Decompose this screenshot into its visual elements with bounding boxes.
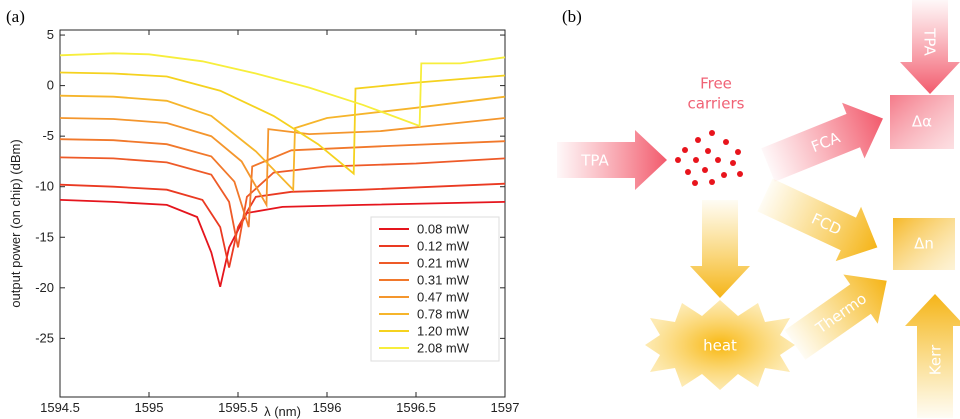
x-tick-label: 1594.5 (40, 400, 80, 415)
legend-label: 0.12 mW (417, 239, 470, 254)
legend-label: 1.20 mW (417, 324, 470, 339)
arrow: FCD (757, 178, 878, 262)
x-tick-label: 1596.5 (396, 400, 436, 415)
box-label: Δn (914, 235, 934, 253)
y-tick-label: -15 (35, 229, 54, 244)
legend-label: 0.47 mW (417, 290, 470, 305)
chart: 1594.5 1595 1595.5 1596 1596.5 1597 5 0 -5 -10 -15… (8, 27, 519, 419)
y-tick-label: 0 (47, 78, 54, 93)
x-axis-label: λ (nm) (264, 404, 301, 419)
arrow: TPA (557, 130, 667, 190)
x-tick-label: 1597 (491, 400, 520, 415)
series-line (59, 52, 506, 128)
series-line (59, 156, 506, 248)
arrow-shape (761, 102, 883, 182)
diagram: TPA TPA FCA Δα FCD Δn heat Thermo (557, 0, 960, 418)
x-tick-label: 1596 (313, 400, 342, 415)
panel-label: (a) (6, 7, 25, 26)
arrow (690, 200, 750, 298)
arrow-label: TPA (580, 152, 609, 170)
arrow: Kerr (905, 294, 960, 418)
y-tick-label: -10 (35, 179, 54, 194)
y-tick-label: 5 (47, 27, 54, 42)
arrow: FCA (761, 102, 883, 182)
panel-label: (b) (562, 7, 582, 26)
arrow: TPA (900, 0, 960, 94)
box-label: Δα (912, 113, 932, 131)
y-tick-label: -5 (42, 128, 54, 143)
arrow-shape (900, 0, 960, 94)
series-line (59, 182, 506, 268)
series-line (59, 94, 506, 192)
delta-n-box (893, 218, 955, 270)
legend-label: 0.31 mW (417, 273, 470, 288)
arrow-label: TPA (921, 27, 939, 56)
free-carriers-label: Free (700, 75, 732, 93)
y-tick-label: -25 (35, 330, 54, 345)
x-tick-label: 1595.5 (218, 400, 258, 415)
arrow-shape (784, 274, 887, 360)
series-line (59, 199, 506, 288)
arrow-label: Kerr (927, 344, 945, 375)
free-carriers-label: carriers (688, 95, 745, 113)
arrow-shape (690, 200, 750, 298)
y-axis-label: output power (on chip) (dBm) (8, 139, 23, 307)
delta-alpha-box (890, 95, 954, 149)
x-tick-label: 1595 (135, 400, 164, 415)
legend-label: 0.78 mW (417, 307, 470, 322)
carrier-dots (675, 130, 743, 186)
legend-label: 0.21 mW (417, 256, 470, 271)
legend-label: 0.08 mW (417, 222, 470, 237)
arrow-shape (557, 130, 667, 190)
arrow-shape (757, 178, 878, 262)
heat-label: heat (703, 337, 737, 355)
arrow: Thermo (784, 274, 887, 360)
y-tick-label: -20 (35, 280, 54, 295)
series-line (59, 71, 506, 176)
heat-burst (645, 300, 795, 390)
series-line (59, 138, 506, 228)
series-line (59, 117, 506, 209)
legend-box (370, 216, 500, 362)
arrow-shape (905, 294, 960, 418)
legend-label: 2.08 mW (417, 341, 470, 356)
